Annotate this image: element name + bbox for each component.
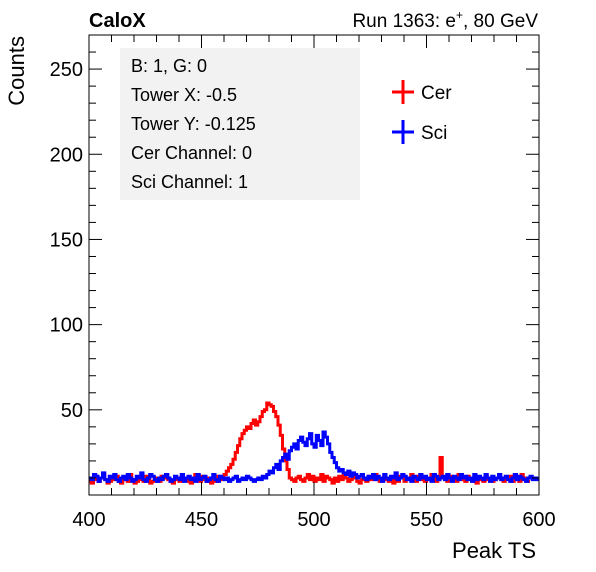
x-tick-label: 450 [185,509,218,531]
info-box [120,48,360,200]
run-energy: , 80 GeV [463,11,538,32]
info-line: Tower Y: -0.125 [131,114,256,134]
legend: Cer Sci [392,80,452,144]
run-sup: + [456,8,463,22]
y-tick-label: 50 [61,400,83,422]
info-line: Cer Channel: 0 [131,143,252,163]
series-layer [89,401,539,485]
ticks-layer: 400 450 500 550 600 50 100 150 200 250 [50,34,556,531]
y-tick-label: 100 [50,315,83,337]
y-axis-label: Counts [4,36,29,106]
x-tick-label: 600 [522,509,555,531]
y-tick-label: 250 [50,59,83,81]
series-sci-line [89,430,539,483]
y-tick-label: 150 [50,229,83,251]
info-line: Sci Channel: 1 [131,172,248,192]
run-label: Run 1363: e+, 80 GeV [352,8,538,32]
series-cer-line [89,401,530,485]
x-axis-label: Peak TS [452,538,536,563]
y-tick-label: 200 [50,144,83,166]
info-line: B: 1, G: 0 [131,56,207,76]
x-tick-label: 400 [72,509,105,531]
info-line: Tower X: -0.5 [131,85,237,105]
brand-label: CaloX [89,10,146,32]
run-text: Run 1363: e [352,11,456,32]
x-tick-label: 500 [297,509,330,531]
legend-label-cer: Cer [421,83,452,104]
info-lines: B: 1, G: 0 Tower X: -0.5 Tower Y: -0.125 Ce… [131,56,256,192]
x-tick-label: 550 [410,509,443,531]
legend-label-sci: Sci [421,123,447,144]
